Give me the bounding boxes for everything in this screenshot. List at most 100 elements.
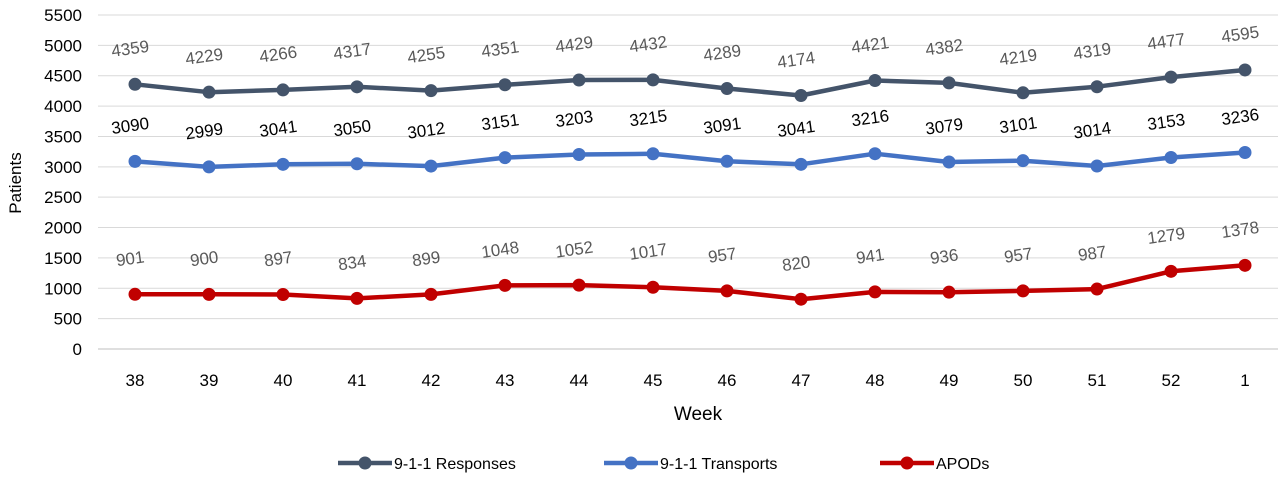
data-point <box>202 160 216 174</box>
legend-swatch-marker <box>900 456 914 470</box>
data-label: 4174 <box>776 48 816 72</box>
legend-label: APODs <box>936 456 989 473</box>
data-label: 899 <box>411 248 442 271</box>
y-tick-label: 3500 <box>44 127 82 146</box>
x-tick-label: 51 <box>1088 371 1107 390</box>
data-point <box>572 73 586 87</box>
data-point <box>1164 264 1178 278</box>
data-label: 941 <box>855 245 886 268</box>
data-point <box>1164 151 1178 165</box>
y-tick-label: 1500 <box>44 249 82 268</box>
y-tick-label: 0 <box>73 340 82 359</box>
data-point <box>498 151 512 165</box>
y-tick-label: 2500 <box>44 188 82 207</box>
gridlines <box>98 14 1278 350</box>
x-axis-title: Week <box>674 404 723 425</box>
data-label: 2999 <box>184 119 224 143</box>
data-label: 1279 <box>1146 224 1186 248</box>
data-point <box>128 287 142 301</box>
x-tick-label: 52 <box>1162 371 1181 390</box>
x-tick-label: 43 <box>496 371 515 390</box>
data-label: 936 <box>929 245 960 268</box>
series-lines <box>128 63 1252 306</box>
data-point <box>498 278 512 292</box>
data-point <box>868 74 882 88</box>
x-tick-label: 42 <box>422 371 441 390</box>
data-point <box>1090 80 1104 94</box>
data-label: 900 <box>189 248 220 271</box>
legend: 9-1-1 Responses 9-1-1 Transports APODs <box>338 456 989 473</box>
data-label: 897 <box>263 248 294 271</box>
data-point <box>276 157 290 171</box>
series-line <box>135 263 1246 302</box>
legend-label: 9-1-1 Responses <box>394 456 516 473</box>
data-point <box>794 89 808 103</box>
data-point <box>942 76 956 90</box>
x-tick-label: 38 <box>126 371 145 390</box>
data-label: 4421 <box>850 33 890 57</box>
data-label: 3091 <box>702 114 742 138</box>
data-point <box>942 155 956 169</box>
data-label: 1378 <box>1220 218 1260 242</box>
legend-item: 9-1-1 Responses <box>338 456 516 473</box>
data-label: 3151 <box>480 110 520 134</box>
data-point <box>572 278 586 292</box>
data-label: 4317 <box>332 39 372 63</box>
y-tick-label: 2000 <box>44 219 82 238</box>
data-label: 957 <box>707 244 738 267</box>
data-point <box>1238 145 1252 159</box>
data-label: 4429 <box>554 33 594 57</box>
x-tick-label: 46 <box>718 371 737 390</box>
data-label: 4359 <box>110 37 150 61</box>
data-point <box>868 285 882 299</box>
data-label: 4219 <box>998 45 1038 69</box>
data-point <box>350 157 364 171</box>
x-tick-label: 49 <box>940 371 959 390</box>
y-tick-label: 5000 <box>44 36 82 55</box>
data-point <box>202 287 216 301</box>
data-point <box>646 73 660 87</box>
data-label: 4289 <box>702 41 742 65</box>
legend-swatch-marker <box>624 456 638 470</box>
data-label: 3216 <box>850 106 890 130</box>
data-point <box>942 285 956 299</box>
data-point <box>424 84 438 98</box>
data-point <box>1090 282 1104 296</box>
legend-item: APODs <box>880 456 989 473</box>
legend-label: 9-1-1 Transports <box>660 456 777 473</box>
data-point <box>572 147 586 161</box>
data-point <box>646 147 660 161</box>
data-label: 901 <box>115 247 146 270</box>
data-point <box>720 284 734 298</box>
series-line <box>134 150 1246 170</box>
data-label: 3215 <box>628 106 668 130</box>
y-axis-ticks: 0 500 1000 1500 2000 2500 3000 3500 4000 4500 5000… <box>44 6 82 359</box>
data-label: 3012 <box>406 119 446 143</box>
data-point <box>498 78 512 92</box>
data-label: 3079 <box>924 115 964 139</box>
x-tick-label: 44 <box>570 371 589 390</box>
data-label: 3203 <box>554 107 594 131</box>
y-tick-label: 1000 <box>44 279 82 298</box>
data-point <box>276 288 290 302</box>
data-point <box>646 280 660 294</box>
data-label: 4477 <box>1146 30 1186 54</box>
series-9-1-1-responses <box>128 63 1252 103</box>
series-9-1-1-transports <box>128 145 1252 174</box>
y-tick-label: 500 <box>54 310 82 329</box>
data-point <box>1016 284 1030 298</box>
data-label: 3041 <box>776 117 816 141</box>
data-point <box>1016 154 1030 168</box>
data-point <box>1238 258 1252 272</box>
data-point <box>794 157 808 171</box>
data-label: 4255 <box>406 43 446 67</box>
data-label: 3041 <box>258 117 298 141</box>
data-label: 4319 <box>1072 39 1112 63</box>
series-apods <box>128 258 1252 306</box>
data-label: 4382 <box>924 35 964 59</box>
x-tick-label: 47 <box>792 371 811 390</box>
data-point <box>128 77 142 91</box>
data-label: 4229 <box>184 45 224 69</box>
